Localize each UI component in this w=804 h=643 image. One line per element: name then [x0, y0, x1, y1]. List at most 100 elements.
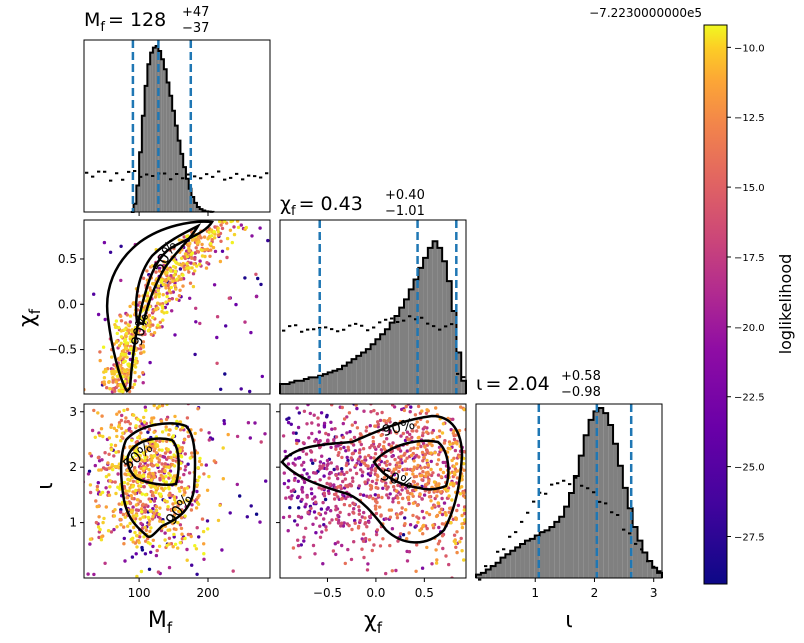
scatter-point	[403, 467, 407, 471]
y-tick-label: 1	[69, 516, 77, 530]
histogram-bar	[161, 59, 164, 212]
mf-iota-contour-50	[126, 437, 180, 486]
scatter-point	[458, 455, 462, 459]
scatter-point	[178, 277, 183, 282]
scatter-point	[391, 497, 395, 501]
scatter-point	[114, 340, 119, 344]
scatter-point	[177, 262, 181, 266]
scatter-point	[321, 562, 325, 566]
scatter-point	[319, 507, 324, 511]
scatter-point	[292, 478, 297, 482]
scatter-point	[106, 529, 111, 533]
scatter-point	[340, 405, 344, 410]
scatter-point	[344, 449, 348, 453]
scatter-point	[135, 574, 139, 578]
scatter-point	[418, 474, 423, 478]
scatter-point	[219, 387, 223, 391]
scatter-point	[436, 501, 441, 506]
histogram-bar	[622, 487, 628, 578]
scatter-point	[388, 462, 392, 466]
scatter-point	[155, 443, 159, 447]
scatter-point	[172, 273, 176, 277]
scatter-point	[462, 505, 466, 509]
scatter-point	[454, 541, 458, 546]
scatter-point	[205, 519, 210, 523]
scatter-point	[183, 468, 187, 472]
scatter-point	[377, 442, 382, 447]
scatter-point	[363, 480, 367, 484]
scatter-point	[336, 513, 340, 518]
scatter-point	[147, 522, 151, 527]
scatter-point	[374, 507, 378, 511]
scatter-point	[406, 495, 411, 499]
scatter-point	[318, 478, 322, 482]
scatter-point	[175, 419, 179, 424]
scatter-point	[172, 515, 176, 519]
scatter-point	[198, 262, 202, 266]
scatter-point	[141, 276, 146, 280]
scatter-point	[190, 563, 194, 567]
scatter-point	[414, 569, 418, 573]
histogram-bar	[169, 95, 173, 212]
scatter-point	[317, 486, 321, 490]
scatter-point	[407, 501, 411, 506]
scatter-point	[394, 568, 398, 573]
histogram-bar	[141, 115, 145, 212]
scatter-point	[151, 507, 155, 511]
scatter-point	[147, 567, 152, 571]
scatter-point	[345, 455, 349, 460]
scatter-point	[194, 246, 198, 250]
scatter-point	[433, 451, 437, 455]
scatter-point	[206, 527, 210, 531]
scatter-point	[352, 400, 355, 403]
scatter-point	[380, 495, 384, 500]
x-tick-label: 100	[128, 586, 151, 600]
scatter-point	[415, 446, 420, 450]
scatter-point	[116, 378, 121, 382]
scatter-point	[384, 421, 388, 426]
scatter-point	[193, 257, 197, 261]
scatter-point	[161, 439, 165, 443]
scatter-point	[100, 414, 104, 418]
scatter-point	[452, 464, 456, 469]
scatter-point	[320, 487, 324, 491]
scatter-point	[218, 259, 223, 264]
scatter-point	[104, 505, 109, 509]
scatter-point	[344, 496, 348, 501]
scatter-point	[454, 462, 459, 466]
scatter-point	[133, 370, 137, 375]
scatter-point	[186, 434, 191, 439]
scatter-point	[363, 458, 367, 462]
scatter-point	[158, 476, 162, 481]
scatter-point	[306, 510, 310, 514]
scatter-point	[87, 469, 92, 473]
scatter-point	[104, 369, 108, 374]
scatter-point	[437, 452, 441, 457]
scatter-point	[125, 346, 129, 351]
scatter-point	[433, 504, 437, 508]
scatter-point	[158, 506, 162, 510]
scatter-point	[347, 523, 351, 528]
histogram-bar	[544, 530, 550, 578]
scatter-point	[195, 389, 198, 392]
mf-marginal-title: Mf = 128	[84, 9, 166, 35]
scatter-point	[362, 461, 367, 466]
scatter-point	[245, 515, 249, 519]
scatter-point	[285, 417, 289, 421]
scatter-point	[144, 445, 148, 449]
scatter-point	[337, 451, 341, 455]
scatter-point	[440, 395, 443, 398]
scatter-point	[137, 471, 142, 475]
scatter-point	[369, 410, 373, 414]
scatter-point	[248, 389, 252, 394]
scatter-point	[460, 522, 464, 526]
scatter-point	[239, 387, 243, 391]
histogram-bar	[480, 572, 486, 578]
scatter-point	[172, 495, 176, 499]
scatter-point	[123, 328, 127, 332]
scatter-point	[115, 434, 119, 439]
scatter-point	[107, 473, 111, 477]
scatter-point	[207, 230, 211, 234]
histogram-bar	[322, 374, 328, 394]
scatter-point	[244, 225, 248, 230]
